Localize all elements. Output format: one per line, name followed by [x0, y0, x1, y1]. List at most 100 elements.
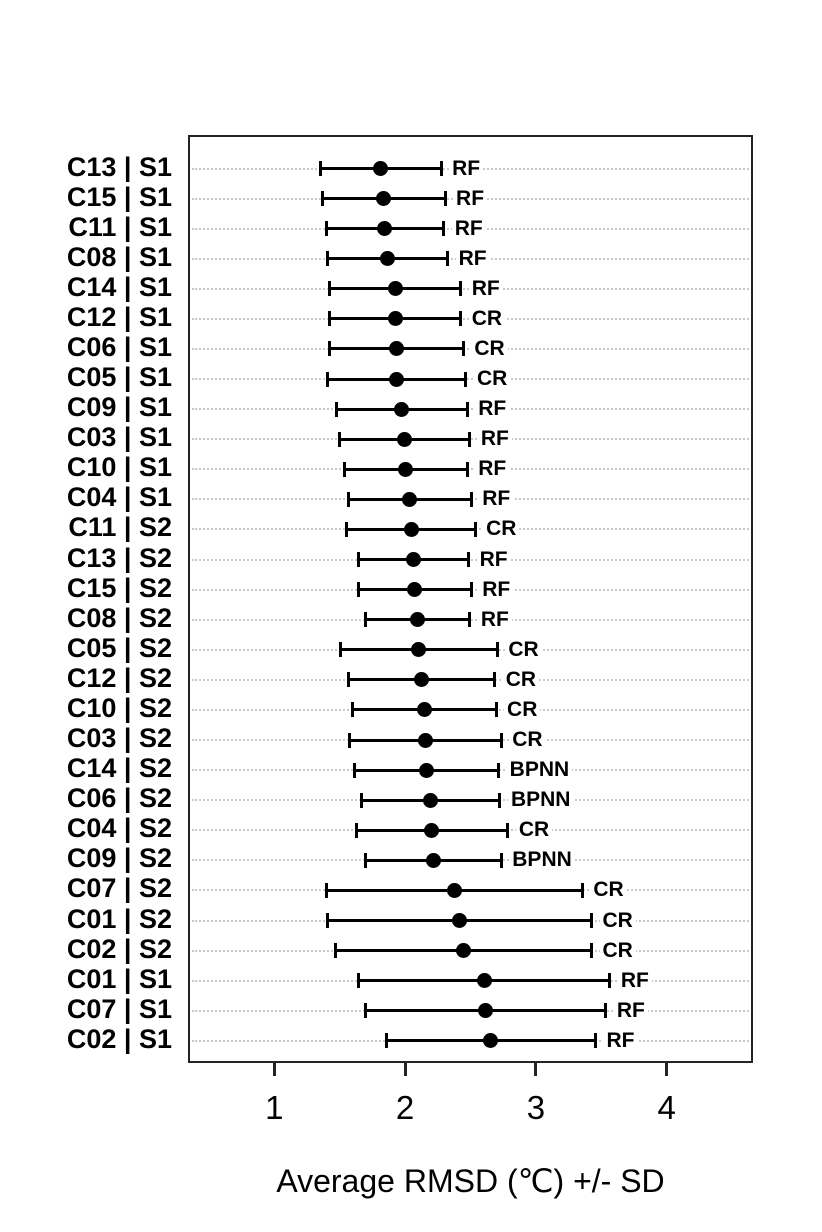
method-label: RF	[475, 454, 510, 485]
method-label: RF	[453, 183, 488, 214]
y-axis-label: C12 | S1	[66, 301, 172, 332]
method-label: CR	[504, 694, 541, 725]
error-bar-cap-left	[324, 882, 328, 898]
error-bar-cap-right	[459, 281, 463, 297]
error-bar-cap-right	[465, 461, 469, 477]
gridline	[192, 468, 749, 471]
method-label: CR	[468, 303, 506, 334]
mean-dot	[389, 341, 405, 357]
error-bar-cap-left	[324, 221, 328, 237]
error-bar-cap-right	[604, 1003, 608, 1019]
error-bar-cap-right	[590, 913, 594, 928]
error-bar-cap-right	[494, 702, 498, 718]
method-label: CR	[473, 364, 511, 395]
mean-dot	[407, 582, 423, 598]
mean-dot	[406, 552, 422, 568]
error-bar-cap-right	[465, 401, 469, 417]
error-bar-cap-right	[590, 943, 594, 959]
y-axis-label: C14 | S1	[66, 271, 172, 302]
mean-dot	[423, 792, 439, 808]
mean-dot	[455, 943, 471, 959]
gridline	[192, 347, 749, 350]
error-bar-cap-left	[346, 672, 350, 688]
series-layer: RF RF RF RF RF CR CR CR RF RF RF RF CR RF RF RF CR CR CR CR…	[190, 137, 751, 1061]
error-bar-cap-right	[499, 732, 503, 748]
error-bar-cap-left	[328, 341, 332, 357]
method-label: CR	[515, 815, 553, 846]
y-axis-label: C03 | S1	[66, 422, 172, 453]
method-label: RF	[479, 574, 514, 605]
error-bar-cap-right	[499, 852, 503, 868]
method-label: RF	[449, 153, 484, 184]
method-label: RF	[475, 394, 510, 425]
method-label: RF	[476, 544, 511, 575]
mean-dot	[402, 491, 418, 507]
x-tick-mark	[403, 1063, 407, 1076]
error-bar-cap-left	[328, 311, 332, 327]
error-bar-cap-left	[357, 973, 361, 989]
error-bar-cap-left	[348, 732, 352, 748]
mean-dot	[413, 672, 429, 688]
method-label: RF	[468, 273, 503, 304]
method-label: BPNN	[506, 755, 573, 786]
method-label: BPNN	[507, 785, 574, 816]
error-bar-cap-right	[461, 341, 465, 357]
y-axis-label: C13 | S2	[66, 542, 172, 573]
mean-dot	[424, 822, 440, 838]
plot-box: RF RF RF RF RF CR CR CR RF RF RF RF CR RF RF RF CR CR CR CR…	[188, 135, 753, 1063]
error-bar-cap-left	[350, 702, 354, 718]
method-label: RF	[455, 243, 490, 274]
y-axis-label: C09 | S2	[66, 843, 172, 874]
mean-dot	[394, 401, 410, 417]
error-bar-cap-right	[593, 1033, 597, 1049]
y-axis-label: C11 | S1	[68, 211, 172, 242]
error-bar-cap-left	[346, 491, 350, 507]
method-label: CR	[509, 725, 546, 756]
error-bar-cap-left	[345, 521, 349, 537]
mean-dot	[425, 852, 441, 868]
error-bar-cap-right	[469, 582, 473, 598]
error-bar-cap-left	[325, 251, 329, 267]
mean-dot	[478, 1003, 494, 1019]
error-bar-cap-left	[357, 582, 361, 598]
y-axis-label: C02 | S2	[66, 933, 172, 964]
method-label: RF	[477, 604, 512, 635]
method-label: RF	[479, 484, 514, 515]
y-axis-label: C13 | S1	[66, 151, 172, 182]
mean-dot	[416, 702, 432, 718]
x-tick-mark	[272, 1063, 276, 1076]
mean-dot	[396, 431, 412, 447]
y-axis-label: C10 | S2	[66, 692, 172, 723]
y-axis-label: C07 | S1	[66, 993, 172, 1024]
x-tick-label: 2	[395, 1089, 415, 1126]
error-bar-cap-right	[493, 672, 497, 688]
mean-dot	[446, 882, 462, 898]
error-bar-cap-left	[384, 1033, 388, 1049]
method-label: CR	[471, 333, 508, 364]
mean-dot	[403, 521, 419, 537]
y-axis-label: C09 | S1	[66, 392, 172, 423]
method-label: RF	[613, 995, 648, 1026]
method-label: RF	[617, 965, 652, 996]
x-axis-title: Average RMSD (℃) +/- SD	[276, 1163, 665, 1199]
error-bar-cap-right	[464, 371, 468, 387]
gridline	[192, 408, 749, 411]
y-axis-label: C15 | S1	[66, 181, 172, 212]
mean-dot	[387, 311, 403, 327]
error-bar-cap-left	[363, 1003, 367, 1019]
error-bar-cap-right	[498, 792, 502, 808]
error-bar-cap-left	[328, 281, 332, 297]
y-axis-label: C04 | S2	[66, 813, 172, 844]
error-bar-cap-left	[354, 822, 358, 838]
y-axis-label: C05 | S2	[66, 632, 172, 663]
mean-dot	[373, 161, 389, 176]
error-bar-cap-right	[495, 642, 499, 658]
x-tick-mark	[534, 1063, 538, 1076]
gridline	[192, 558, 749, 561]
mean-dot	[376, 191, 392, 207]
y-axis-label: C12 | S2	[66, 662, 172, 693]
error-bar-cap-right	[580, 882, 584, 898]
error-bar-cap-left	[334, 401, 338, 417]
mean-dot	[483, 1033, 499, 1049]
